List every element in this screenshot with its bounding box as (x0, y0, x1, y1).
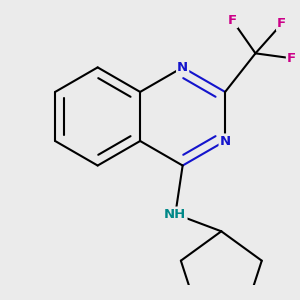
Text: F: F (277, 17, 286, 30)
Text: N: N (177, 61, 188, 74)
Text: N: N (220, 134, 231, 148)
Text: NH: NH (164, 208, 187, 220)
Text: F: F (287, 52, 296, 65)
Text: F: F (228, 14, 237, 27)
